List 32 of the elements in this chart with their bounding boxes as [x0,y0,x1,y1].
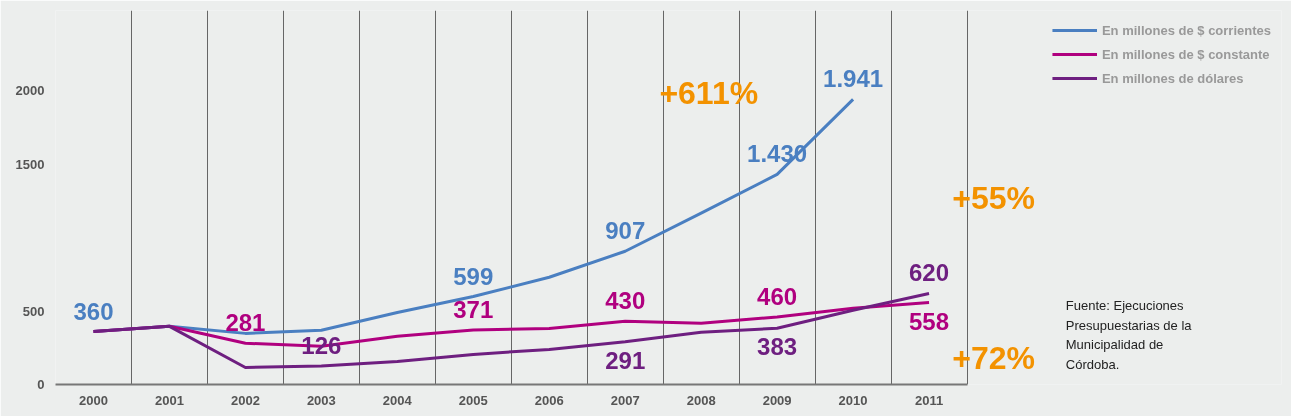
data-label: 460 [757,282,798,310]
data-label: 360 [73,297,114,325]
data-label: 371 [453,296,494,323]
x-tick-label: 2008 [686,392,716,408]
data-label: 599 [453,262,494,290]
x-tick-label: 2004 [382,392,413,408]
x-tick-label: 2000 [79,392,108,408]
x-tick-label: 2003 [306,392,336,408]
x-tick-label: 2007 [610,392,640,408]
source-note: Fuente: Ejecuciones Presupuestarias de la Municipalidad de Córdoba. [1065,298,1193,372]
data-label: 430 [605,287,646,315]
data-label: 291 [605,346,646,374]
data-label: 281 [225,309,266,337]
legend-label: En millones de dólares [1101,70,1244,86]
data-label: 620 [909,259,950,287]
x-tick-label: 2002 [230,392,260,408]
data-label: 383 [757,333,798,361]
x-tick-label: 2010 [838,392,868,408]
data-label: 1.941 [823,65,884,93]
y-tick-label: 2000 [15,83,45,99]
data-label: 907 [605,217,646,245]
x-tick-label: 2009 [762,392,792,408]
y-tick-label: 500 [22,303,45,319]
x-tick-label: 2006 [534,392,564,408]
legend-label: En millones de $ constante [1101,46,1270,62]
y-tick-label: 1500 [15,156,45,172]
x-tick-label: 2011 [914,392,944,408]
x-tick-label: 2001 [154,392,184,408]
data-label: 558 [909,307,950,335]
y-tick-label: 0 [37,377,45,392]
legend-label: En millones de $ corrientes [1101,22,1271,38]
x-tick-label: 2005 [458,392,488,408]
